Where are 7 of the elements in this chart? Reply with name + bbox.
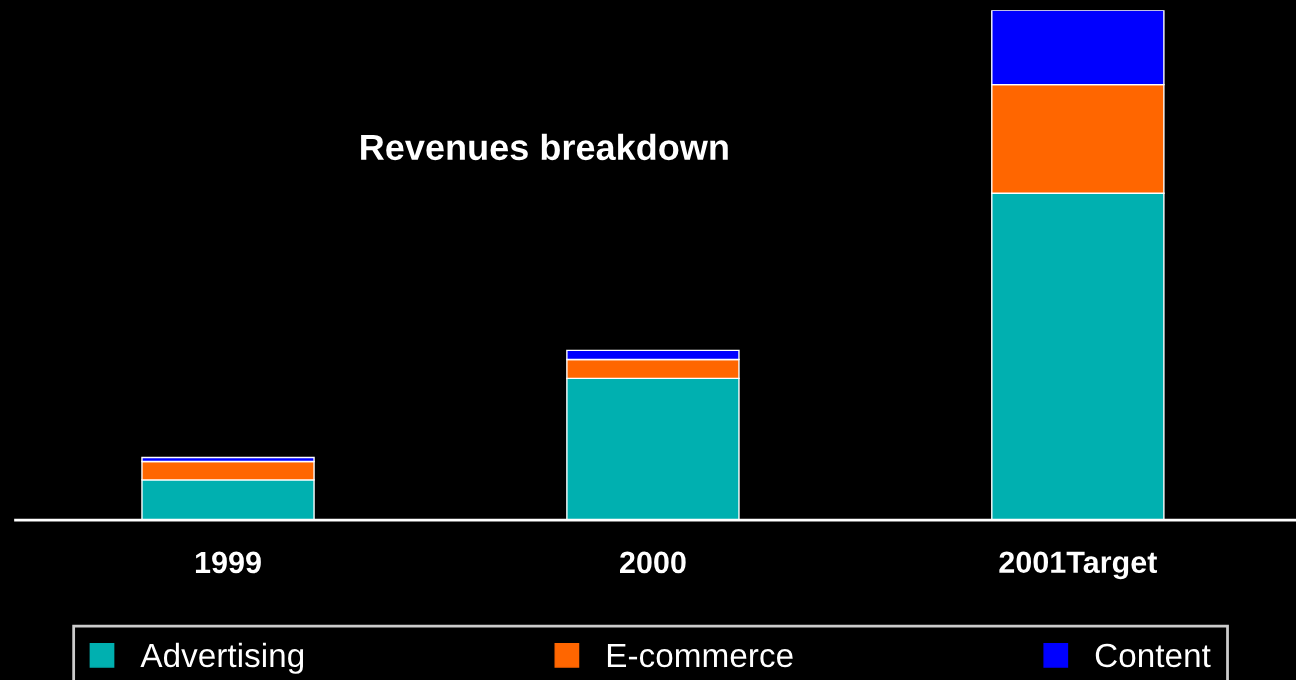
x-tick-label: 2000 xyxy=(620,551,686,574)
legend-label: Content xyxy=(1095,643,1211,668)
x-tick-label: 1999 xyxy=(195,551,261,574)
legend-label: Advertising xyxy=(140,642,304,674)
text: Revenues breakdown xyxy=(361,133,728,161)
x-tick-label: 2001Target xyxy=(999,551,1158,580)
legend-label: E-commerce xyxy=(607,644,793,668)
